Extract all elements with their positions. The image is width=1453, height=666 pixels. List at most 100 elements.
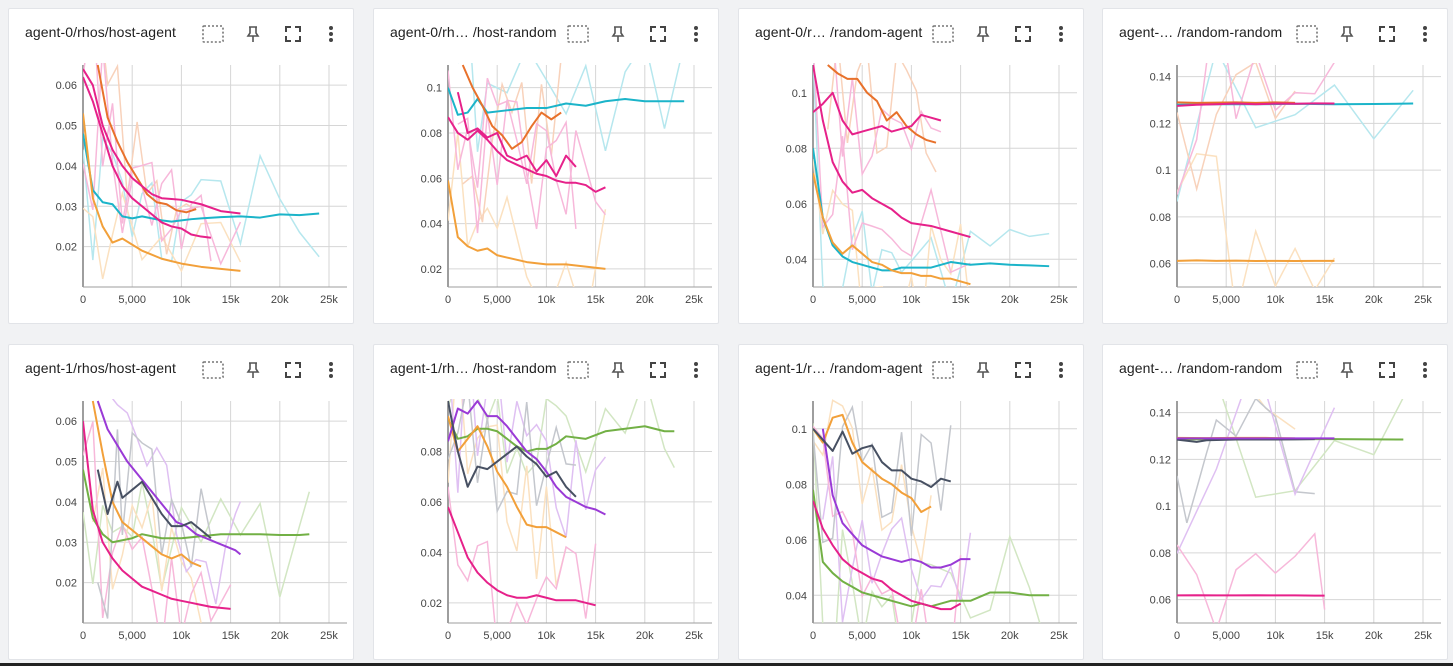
series-line xyxy=(813,413,932,513)
fullscreen-icon xyxy=(1378,361,1396,379)
fit-domain-button[interactable] xyxy=(201,358,225,382)
pin-icon xyxy=(1339,361,1355,379)
card-header: agent-0/r… /random-agent xyxy=(739,9,1083,57)
fit-domain-button[interactable] xyxy=(1295,358,1319,382)
pin-button[interactable] xyxy=(971,22,995,46)
x-tick-label: 5,000 xyxy=(483,294,511,306)
card-header: agent-… /random-random xyxy=(1103,345,1447,393)
raw-series-line xyxy=(1177,63,1414,202)
raw-series-line xyxy=(111,399,242,605)
chart-card: agent-0/r… /random-agent 0.04 0.06 0.08 0.1 0… xyxy=(738,8,1084,324)
more-vert-icon xyxy=(1058,25,1064,43)
fullscreen-icon xyxy=(649,25,667,43)
card-title: agent-1/rh… /host-random xyxy=(390,360,557,376)
fit-domain-button[interactable] xyxy=(201,22,225,46)
more-options-button[interactable] xyxy=(1413,22,1437,46)
pin-icon xyxy=(975,25,991,43)
card-header: agent-1/r… /random-agent xyxy=(739,345,1083,393)
series-line xyxy=(456,91,577,177)
x-tick-label: 15k xyxy=(587,294,605,306)
pin-button[interactable] xyxy=(606,22,630,46)
more-options-button[interactable] xyxy=(1049,358,1073,382)
x-tick-label: 15k xyxy=(587,630,605,642)
line-chart[interactable]: 0.06 0.08 0.1 0.12 0.14 0 5,000 10k 15k 20k 25k xyxy=(1103,57,1448,317)
y-tick-label: 0.06 xyxy=(1150,259,1171,271)
fit-domain-button[interactable] xyxy=(566,22,590,46)
y-tick-label: 0.08 xyxy=(421,446,442,458)
raw-series-line xyxy=(83,421,232,623)
y-tick-label: 0.1 xyxy=(792,424,807,436)
fit-domain-button[interactable] xyxy=(931,358,955,382)
pin-button[interactable] xyxy=(241,358,265,382)
y-tick-label: 0.12 xyxy=(1150,454,1171,466)
fullscreen-button[interactable] xyxy=(1375,358,1399,382)
more-options-button[interactable] xyxy=(684,22,708,46)
series-line xyxy=(83,113,241,272)
x-tick-label: 25k xyxy=(1050,294,1068,306)
fullscreen-button[interactable] xyxy=(1011,22,1035,46)
pin-button[interactable] xyxy=(1335,358,1359,382)
line-chart[interactable]: 0.04 0.06 0.08 0.1 0 5,000 10k 15k 20k 25k xyxy=(739,393,1084,653)
chart-card: agent-1/r… /random-agent 0.04 0.06 0.08 0.1 0… xyxy=(738,344,1084,660)
raw-series-line xyxy=(822,456,972,623)
card-header: agent-0/rhos/host-agent xyxy=(9,9,353,57)
raw-series-line xyxy=(448,399,567,586)
y-tick-label: 0.06 xyxy=(56,80,77,92)
fit-domain-button[interactable] xyxy=(566,358,590,382)
raw-series-line xyxy=(1177,399,1315,524)
fullscreen-icon xyxy=(1378,25,1396,43)
x-tick-label: 15k xyxy=(952,630,970,642)
more-options-button[interactable] xyxy=(1413,358,1437,382)
fit-domain-button[interactable] xyxy=(931,22,955,46)
y-tick-label: 0.08 xyxy=(1150,548,1171,560)
y-tick-label: 0.04 xyxy=(786,254,807,266)
fit-domain-button[interactable] xyxy=(1295,22,1319,46)
line-chart[interactable]: 0.02 0.03 0.04 0.05 0.06 0 5,000 10k 15k 20k 25k xyxy=(9,57,354,317)
line-chart[interactable]: 0.04 0.06 0.08 0.1 0 5,000 10k 15k 20k 25k xyxy=(739,57,1084,317)
x-tick-label: 0 xyxy=(1174,630,1180,642)
card-header: agent-1/rhos/host-agent xyxy=(9,345,353,393)
raw-series-line xyxy=(813,404,952,544)
x-tick-label: 0 xyxy=(80,630,86,642)
x-tick-label: 0 xyxy=(445,630,451,642)
fullscreen-button[interactable] xyxy=(1011,358,1035,382)
more-vert-icon xyxy=(1422,25,1428,43)
raw-series-line xyxy=(813,399,932,564)
line-chart[interactable]: 0.02 0.04 0.06 0.08 0 5,000 10k 15k 20k 25k xyxy=(374,393,719,653)
pin-button[interactable] xyxy=(1335,22,1359,46)
fullscreen-button[interactable] xyxy=(281,22,305,46)
x-tick-label: 10k xyxy=(903,294,921,306)
pin-button[interactable] xyxy=(606,358,630,382)
more-options-button[interactable] xyxy=(319,22,343,46)
y-tick-label: 0.08 xyxy=(786,143,807,155)
raw-series-line xyxy=(813,63,971,274)
card-header: agent-1/rh… /host-random xyxy=(374,345,718,393)
more-options-button[interactable] xyxy=(684,358,708,382)
series-line xyxy=(461,64,562,150)
fullscreen-button[interactable] xyxy=(646,22,670,46)
line-chart[interactable]: 0.02 0.04 0.06 0.08 0.1 0 5,000 10k 15k 20k 25k xyxy=(374,57,719,317)
chart-card: agent-0/rh… /host-random 0.02 0.04 0.06 0.08… xyxy=(373,8,719,324)
raw-series-line xyxy=(450,399,607,538)
series-line xyxy=(448,400,606,516)
card-header: agent-0/rh… /host-random xyxy=(374,9,718,57)
more-options-button[interactable] xyxy=(319,358,343,382)
series-line xyxy=(96,469,212,540)
pin-button[interactable] xyxy=(241,22,265,46)
fullscreen-button[interactable] xyxy=(646,358,670,382)
chart-card: agent-… /random-random 0.06 0.08 0.1 0.12 0.1… xyxy=(1102,8,1448,324)
raw-series-line xyxy=(1177,63,1335,195)
x-tick-label: 20k xyxy=(1365,294,1383,306)
pin-button[interactable] xyxy=(971,358,995,382)
fullscreen-button[interactable] xyxy=(281,358,305,382)
x-tick-label: 10k xyxy=(1267,630,1285,642)
fullscreen-button[interactable] xyxy=(1375,22,1399,46)
line-chart[interactable]: 0.06 0.08 0.1 0.12 0.14 0 5,000 10k 15k 20k 25k xyxy=(1103,393,1448,653)
raw-series-line xyxy=(457,63,681,152)
y-tick-label: 0.14 xyxy=(1150,72,1171,84)
x-tick-label: 10k xyxy=(173,630,191,642)
more-options-button[interactable] xyxy=(1049,22,1073,46)
line-chart[interactable]: 0.02 0.03 0.04 0.05 0.06 0 5,000 10k 15k 20k 25k xyxy=(9,393,354,653)
x-tick-label: 10k xyxy=(903,630,921,642)
fullscreen-icon xyxy=(1014,25,1032,43)
